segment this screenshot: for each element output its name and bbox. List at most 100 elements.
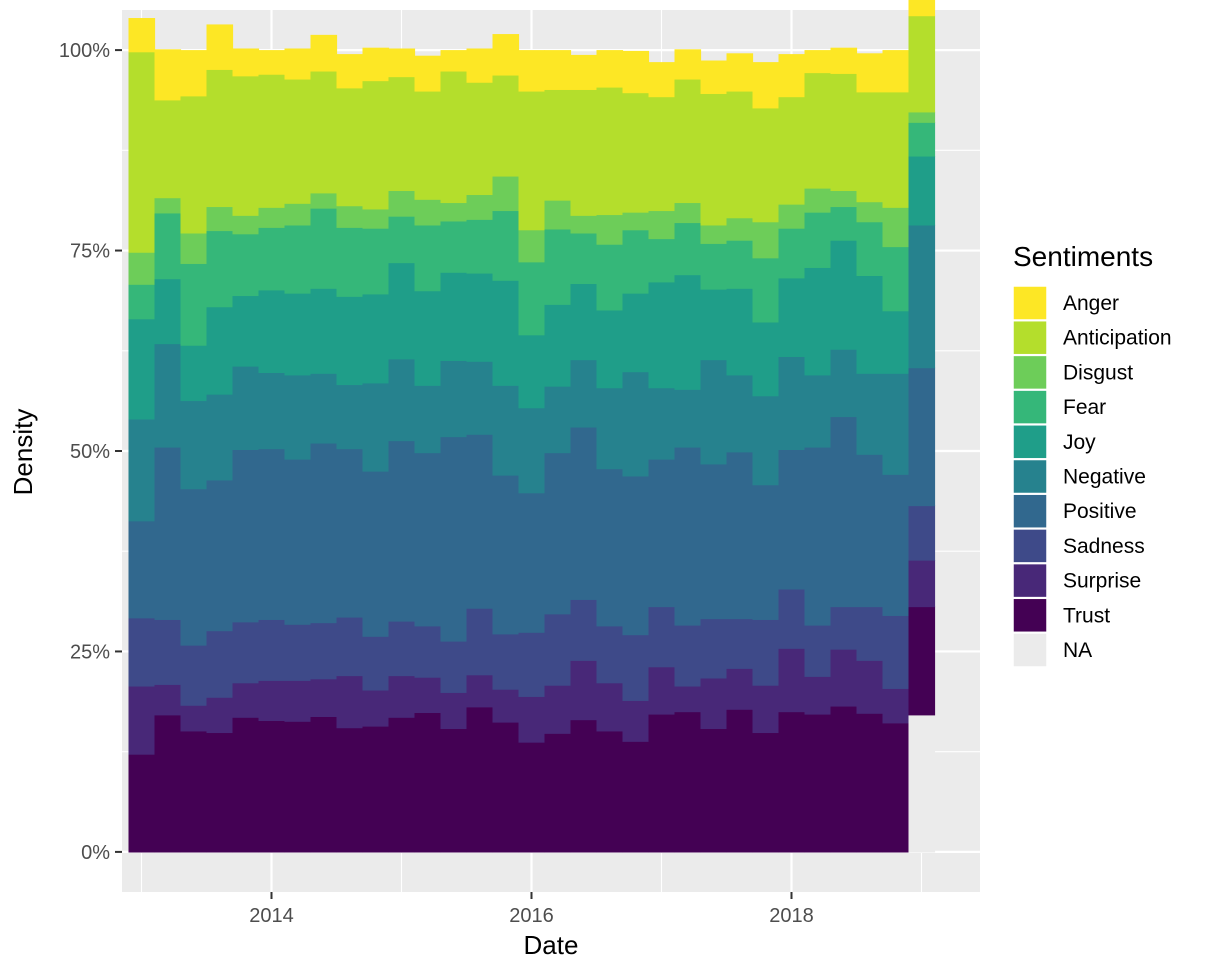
bar-segment-fear xyxy=(206,230,234,308)
bar-segment-negative xyxy=(622,371,650,477)
bar-segment-anticipation xyxy=(544,89,572,201)
bar-segment-trust xyxy=(362,726,390,853)
bar-segment-sadness xyxy=(440,641,468,693)
bar-segment-sadness xyxy=(180,645,208,706)
bar-segment-positive xyxy=(466,434,494,609)
bar-segment-disgust xyxy=(154,197,182,214)
bar-segment-anger xyxy=(674,49,702,80)
bar-segment-fear xyxy=(492,210,520,281)
bar-segment-anticipation xyxy=(180,95,208,234)
bar-segment-surprise xyxy=(674,685,702,713)
bar-segment-sadness xyxy=(336,616,364,677)
bar-segment-sadness xyxy=(856,606,884,661)
bar-segment-sadness xyxy=(414,625,442,678)
bar-segment-trust xyxy=(232,717,260,853)
bar-segment-anticipation xyxy=(700,93,728,226)
bar-segment-negative xyxy=(206,394,234,481)
bar-segment-positive xyxy=(830,416,858,608)
bar-segment-negative xyxy=(544,386,572,454)
bar-segment-surprise xyxy=(258,680,286,722)
bar-segment-anger xyxy=(856,53,884,93)
bar-segment-joy xyxy=(700,289,728,361)
bar-segment-disgust xyxy=(726,217,754,241)
bar-segment-sadness xyxy=(570,599,598,661)
bar-segment-fear xyxy=(518,261,546,336)
bar-segment-fear xyxy=(726,240,754,289)
legend-label-na: NA xyxy=(1063,639,1092,662)
bar-segment-surprise xyxy=(648,666,676,715)
bar-segment-anger xyxy=(232,48,260,77)
bar-segment-fear xyxy=(414,224,442,292)
bar-segment-joy xyxy=(492,280,520,386)
bar-segment-anticipation xyxy=(232,75,260,216)
bar-segment-positive xyxy=(336,448,364,618)
bar-segment-anticipation xyxy=(570,89,598,216)
x-axis-title: Date xyxy=(524,930,579,960)
bar-segment-positive xyxy=(908,367,936,507)
bar-segment-positive xyxy=(492,475,520,635)
bar-segment-fear xyxy=(258,227,286,291)
bar-segment-disgust xyxy=(882,207,910,248)
bar-segment-anger xyxy=(466,48,494,83)
bar-segment-positive xyxy=(362,471,390,637)
bar-segment-joy xyxy=(570,283,598,361)
bar-segment-anger xyxy=(310,34,338,72)
bar-segment-anticipation xyxy=(336,87,364,207)
bar-segment-anger xyxy=(258,50,286,75)
bar-segment-anger xyxy=(336,54,364,89)
bar-segment-surprise xyxy=(310,678,338,718)
bar-segment-disgust xyxy=(700,224,728,244)
bar-segment-positive xyxy=(856,454,884,608)
bar-segment-trust xyxy=(128,754,156,853)
legend-swatch-na xyxy=(1012,632,1048,668)
bar-segment-trust xyxy=(856,713,884,853)
bar-segment-disgust xyxy=(622,212,650,231)
bar-segment-anticipation xyxy=(778,96,806,205)
bar-segment-negative xyxy=(258,372,286,450)
bar-segment-joy xyxy=(414,290,442,386)
bar-segment-fear xyxy=(674,222,702,276)
bar-segment-fear xyxy=(284,224,312,294)
y-tick-label: 100% xyxy=(59,40,110,62)
bar-segment-fear xyxy=(232,233,260,297)
bar-segment-positive xyxy=(570,426,598,600)
bar-segment-surprise xyxy=(830,649,858,707)
bar-segment-anger xyxy=(778,54,806,98)
stacked-bars xyxy=(128,0,936,853)
bar-segment-sadness xyxy=(622,634,650,701)
bar-segment-anger xyxy=(544,50,572,90)
legend-title: Sentiments xyxy=(1013,241,1153,272)
bar-segment-sadness xyxy=(674,624,702,687)
legend-swatch-joy xyxy=(1012,424,1048,460)
bar-segment-disgust xyxy=(648,210,676,240)
bar-segment-trust xyxy=(206,732,234,853)
bar-segment-negative xyxy=(700,359,728,465)
bar-segment-anger xyxy=(284,48,312,80)
bar-segment-fear xyxy=(596,244,624,311)
bar-segment-negative xyxy=(778,356,806,450)
y-axis: 0% 25% 50% 75% 100% xyxy=(59,40,122,864)
bar-segment-disgust xyxy=(492,175,520,212)
bar-segment-positive xyxy=(622,475,650,636)
bar-segment-disgust xyxy=(414,199,442,226)
bar-segment-positive xyxy=(700,463,728,620)
bar-segment-positive xyxy=(648,459,676,608)
bar-segment-anticipation xyxy=(726,90,754,219)
bar-segment-disgust xyxy=(856,201,884,223)
y-tick-label: 50% xyxy=(70,441,110,463)
bar-segment-positive xyxy=(804,446,832,626)
bar-segment-positive xyxy=(284,459,312,625)
bar-segment-positive xyxy=(232,449,260,623)
bar-segment-surprise xyxy=(596,682,624,732)
bar-segment-trust xyxy=(570,719,598,853)
bar-segment-anger xyxy=(908,0,936,17)
legend-label-trust: Trust xyxy=(1063,604,1110,627)
legend: Sentiments Anger Anticipation Disgust Fear J… xyxy=(1012,241,1172,668)
bar-segment-positive xyxy=(258,448,286,620)
y-axis-title: Density xyxy=(8,409,38,496)
bar-segment-fear xyxy=(388,216,416,264)
bar-segment-joy xyxy=(778,277,806,357)
bar-segment-trust xyxy=(622,741,650,853)
bar-segment-anticipation xyxy=(752,107,780,223)
bar-segment-surprise xyxy=(752,685,780,734)
